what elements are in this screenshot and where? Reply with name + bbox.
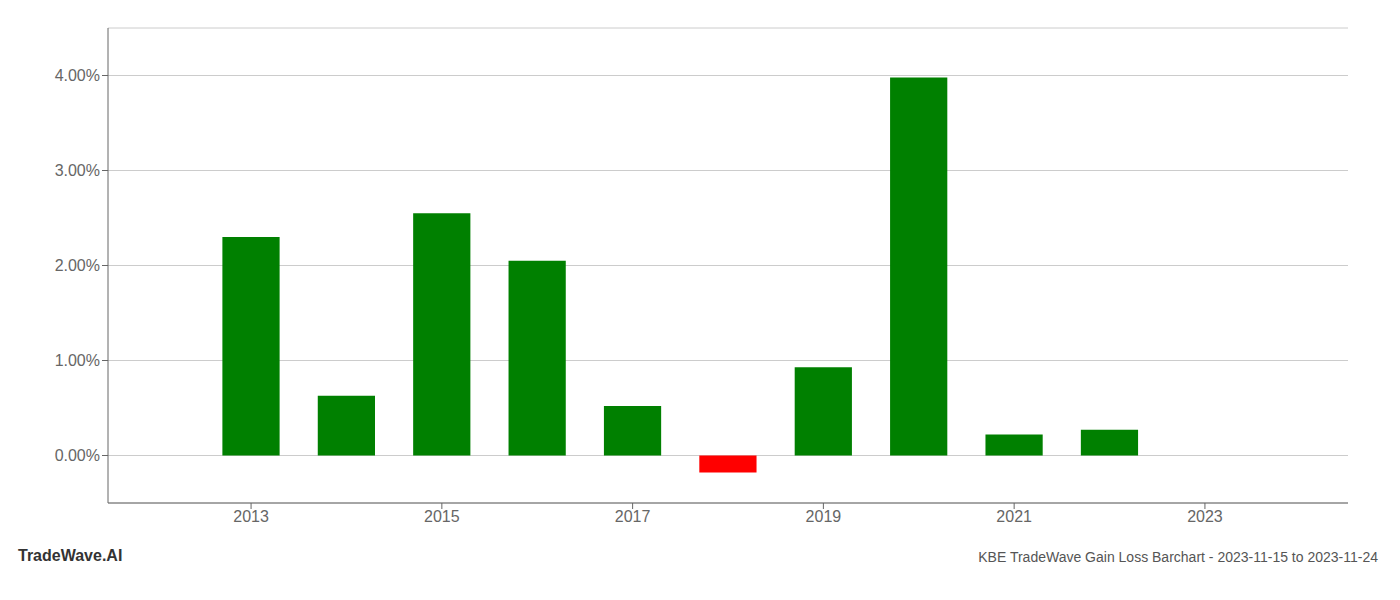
svg-text:2019: 2019 <box>806 508 842 525</box>
svg-text:2021: 2021 <box>996 508 1032 525</box>
svg-text:2023: 2023 <box>1187 508 1223 525</box>
svg-text:2013: 2013 <box>233 508 269 525</box>
html-text:TradeWave.AI: TradeWave.AI <box>18 547 123 564</box>
svg-text:2017: 2017 <box>615 508 651 525</box>
svg-text:3.00%: 3.00% <box>55 162 100 179</box>
html-text:KBE TradeWave Gain Loss Barcha: KBE TradeWave Gain Loss Barchart - 2023-… <box>978 549 1378 565</box>
svg-text:1.00%: 1.00% <box>55 352 100 369</box>
svg-text:2.00%: 2.00% <box>55 257 100 274</box>
svg-text:0.00%: 0.00% <box>55 447 100 464</box>
svg-text:2015: 2015 <box>424 508 460 525</box>
svg-text:4.00%: 4.00% <box>55 67 100 84</box>
